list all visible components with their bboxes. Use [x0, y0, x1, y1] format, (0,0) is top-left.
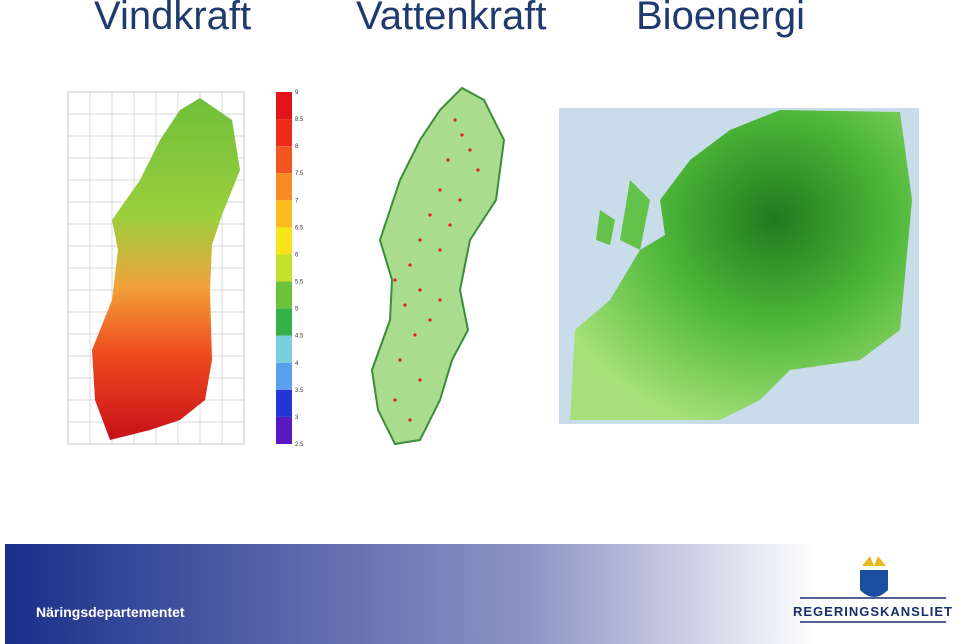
legend-label: 5.5	[295, 280, 304, 286]
legend-swatch	[276, 227, 292, 255]
power-station	[458, 198, 462, 202]
sweden-wind	[92, 98, 240, 440]
power-station	[428, 213, 432, 217]
power-station	[418, 288, 422, 292]
legend-label: 3.5	[295, 388, 304, 394]
power-station	[393, 278, 397, 282]
legend-swatch	[276, 119, 292, 147]
title: Bioenergi	[636, 0, 806, 38]
legend-label: 9	[295, 90, 299, 96]
legend-label: 7.5	[295, 171, 304, 177]
power-station	[460, 133, 464, 137]
logo-text: REGERINGSKANSLIET	[793, 604, 953, 619]
power-station	[476, 168, 480, 172]
logo: REGERINGSKANSLIET	[793, 556, 953, 623]
power-station	[428, 318, 432, 322]
legend-swatch	[276, 146, 292, 174]
legend-label: 6.5	[295, 225, 304, 231]
power-station	[393, 398, 397, 402]
legend-swatch	[276, 389, 292, 417]
power-station	[408, 418, 412, 422]
power-station	[438, 248, 442, 252]
legend-label: 4.5	[295, 334, 304, 340]
footer-band	[5, 544, 960, 644]
power-station	[418, 378, 422, 382]
hydro-map	[352, 86, 510, 446]
legend-swatch	[276, 362, 292, 390]
wind-map	[67, 91, 245, 445]
sweden-hydro	[370, 86, 506, 446]
power-station	[403, 303, 407, 307]
legend-swatch	[276, 335, 292, 363]
legend-label: 8	[295, 144, 299, 150]
legend-swatch	[276, 308, 292, 336]
legend-label: 4	[295, 361, 299, 367]
power-station	[446, 158, 450, 162]
power-station	[438, 188, 442, 192]
legend-label: 3	[295, 415, 299, 421]
legend-swatch	[276, 200, 292, 228]
legend-label: 6	[295, 252, 299, 258]
legend-swatch	[276, 416, 292, 444]
legend-swatch	[276, 173, 292, 201]
legend-swatch	[276, 254, 292, 282]
legend-label: 2.5	[295, 442, 304, 448]
title: Vindkraft	[94, 0, 252, 38]
department: Näringsdepartementet	[36, 604, 185, 620]
legend-swatch	[276, 92, 292, 120]
power-station	[408, 263, 412, 267]
power-station	[448, 223, 452, 227]
power-station	[398, 358, 402, 362]
legend-label: 5	[295, 307, 299, 313]
bio-map	[559, 108, 919, 424]
wind-legend: 9 8.5 8 7.5 7 6.5 6 5.5 5 4.5 4 3.5 3 2.5	[276, 90, 304, 448]
power-station	[413, 333, 417, 337]
power-station	[453, 118, 457, 122]
legend-label: 7	[295, 198, 299, 204]
power-station	[418, 238, 422, 242]
title: Vattenkraft	[356, 0, 547, 38]
power-station	[438, 298, 442, 302]
legend-swatch	[276, 281, 292, 309]
power-station	[468, 148, 472, 152]
legend-label: 8.5	[295, 117, 304, 123]
